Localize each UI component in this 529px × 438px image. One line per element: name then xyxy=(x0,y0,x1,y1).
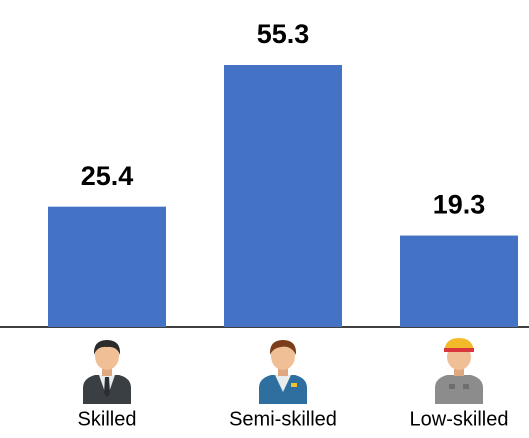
value-label: 55.3 xyxy=(257,19,310,49)
x-tick-label: Semi-skilled xyxy=(229,408,337,430)
value-label: 19.3 xyxy=(433,190,486,220)
x-tick-label: Skilled xyxy=(78,408,137,430)
x-tick-label: Low-skilled xyxy=(410,408,509,430)
value-label: 25.4 xyxy=(81,161,134,191)
semi-skilled-icon xyxy=(259,340,307,404)
low-skilled-icon xyxy=(435,338,483,404)
bar xyxy=(224,65,342,327)
bar xyxy=(400,235,518,327)
skilled-icon xyxy=(83,340,131,404)
bar xyxy=(48,206,166,327)
